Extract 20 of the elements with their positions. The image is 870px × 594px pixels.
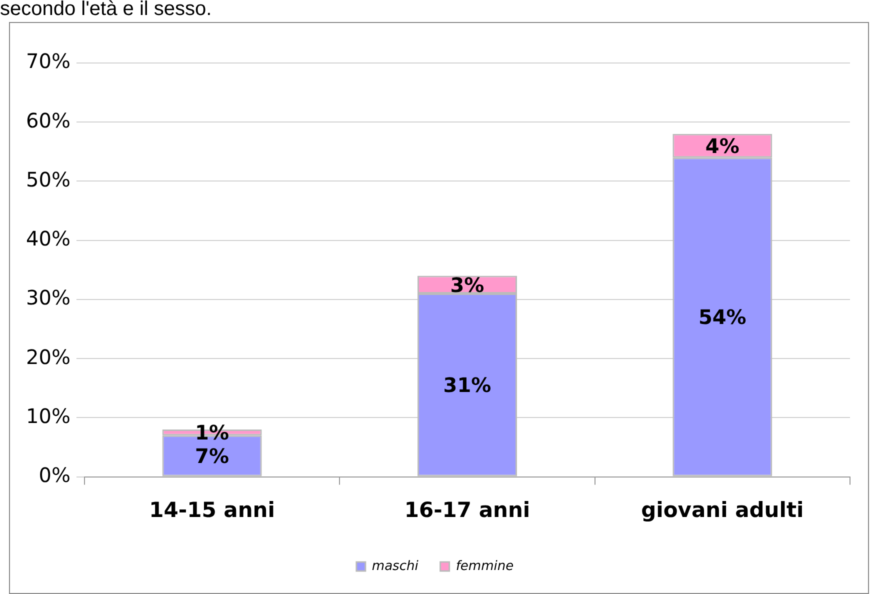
- y-tick-label: 0%: [38, 463, 70, 488]
- x-tick-label: 14-15 anni: [149, 498, 275, 522]
- legend-label: maschi: [372, 558, 419, 574]
- data-label: 31%: [443, 373, 492, 398]
- x-tick-label: 16-17 anni: [404, 498, 530, 522]
- y-tick-label: 40%: [26, 226, 70, 251]
- text: secondo l'età e il sesso.: [0, 0, 212, 21]
- y-tick-label: 20%: [26, 344, 70, 369]
- data-label: 3%: [450, 272, 484, 297]
- data-label: 7%: [195, 444, 230, 468]
- x-tick-label: giovani adulti: [641, 498, 804, 522]
- y-tick-label: 50%: [26, 167, 70, 192]
- y-tick-label: 70%: [26, 49, 70, 74]
- data-label: 54%: [698, 305, 746, 330]
- y-tick-label: 10%: [26, 404, 70, 428]
- y-tick-label: 30%: [26, 286, 70, 310]
- legend-label: femmine: [456, 558, 514, 574]
- data-label: 1%: [195, 420, 230, 445]
- data-label: 4%: [705, 134, 740, 158]
- y-tick-label: 60%: [26, 108, 70, 132]
